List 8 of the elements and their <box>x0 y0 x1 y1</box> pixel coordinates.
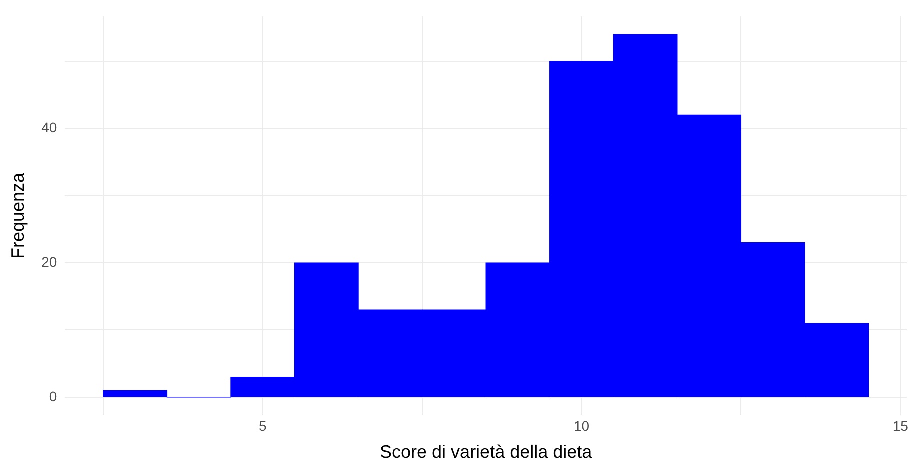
y-tick-label: 0 <box>49 388 58 404</box>
x-axis-title: Score di varietà della dieta <box>380 442 594 462</box>
y-tick-label: 20 <box>42 254 58 270</box>
x-tick-label: 5 <box>258 418 267 434</box>
x-tick-label: 10 <box>574 418 590 434</box>
x-tick-label: 15 <box>892 418 909 434</box>
y-axis-title: Frequenza <box>8 172 28 260</box>
y-tick-label: 40 <box>42 119 58 136</box>
